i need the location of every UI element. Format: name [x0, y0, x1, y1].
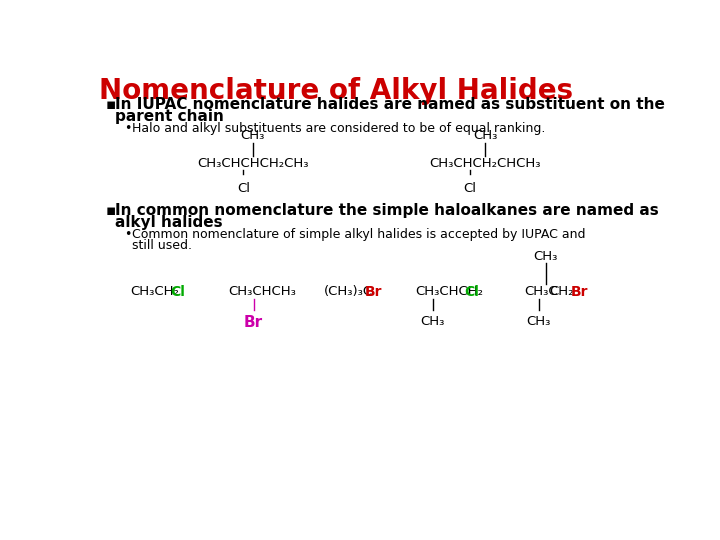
- Text: CH₃: CH₃: [526, 315, 551, 328]
- Text: (CH₃)₃C: (CH₃)₃C: [324, 286, 373, 299]
- Text: CH₃CHCH₂: CH₃CHCH₂: [415, 286, 484, 299]
- Text: alkyl halides: alkyl halides: [114, 215, 222, 230]
- Text: ▪: ▪: [106, 97, 116, 112]
- Text: In IUPAC nomenclature halides are named as substituent on the: In IUPAC nomenclature halides are named …: [114, 97, 665, 112]
- Text: Cl: Cl: [463, 182, 476, 195]
- Text: Br: Br: [570, 285, 588, 299]
- Text: In common nomenclature the simple haloalkanes are named as: In common nomenclature the simple haloal…: [114, 204, 659, 218]
- Text: Cl: Cl: [464, 285, 480, 299]
- Text: CH₃C: CH₃C: [524, 286, 557, 299]
- Text: Br: Br: [364, 285, 382, 299]
- Text: CH₃: CH₃: [473, 129, 498, 142]
- Text: •: •: [124, 228, 132, 241]
- Text: parent chain: parent chain: [114, 109, 224, 124]
- Text: CH₃CHCH₂CHCH₃: CH₃CHCH₂CHCH₃: [430, 157, 541, 170]
- Text: Cl: Cl: [170, 285, 185, 299]
- Text: •: •: [124, 122, 132, 135]
- Text: CH₂: CH₂: [549, 286, 574, 299]
- Text: CH₃CH₂: CH₃CH₂: [130, 286, 179, 299]
- Text: CH₃CHCHCH₂CH₃: CH₃CHCHCH₂CH₃: [197, 157, 308, 170]
- Text: Br: Br: [244, 315, 263, 330]
- Text: Halo and alkyl substituents are considered to be of equal ranking.: Halo and alkyl substituents are consider…: [132, 122, 545, 135]
- Text: CH₃: CH₃: [420, 315, 445, 328]
- Text: Common nomenclature of simple alkyl halides is accepted by IUPAC and: Common nomenclature of simple alkyl hali…: [132, 228, 585, 241]
- Text: Nomenclature of Alkyl Halides: Nomenclature of Alkyl Halides: [99, 77, 573, 105]
- Text: CH₃CHCH₃: CH₃CHCH₃: [228, 286, 296, 299]
- Text: CH₃: CH₃: [240, 129, 265, 142]
- Text: Cl: Cl: [237, 182, 250, 195]
- Text: still used.: still used.: [132, 239, 192, 252]
- Text: ▪: ▪: [106, 204, 116, 218]
- Text: CH₃: CH₃: [534, 249, 558, 262]
